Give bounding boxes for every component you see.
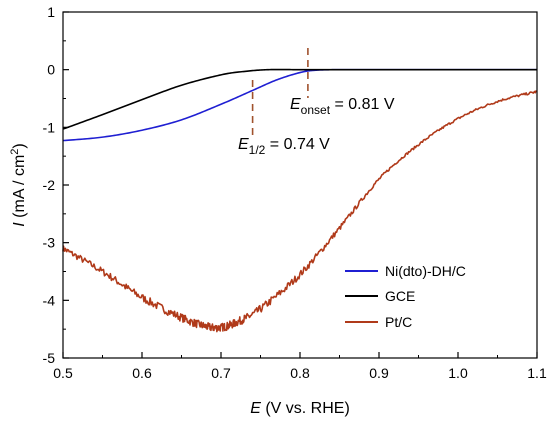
- annotation-e-half: E1/2 = 0.74 V: [238, 136, 330, 157]
- series-line-pt-c: [62, 90, 538, 333]
- series-line-gce: [62, 68, 537, 130]
- y-tick-label: -5: [43, 350, 56, 366]
- y-tick-label: -4: [43, 292, 56, 308]
- x-axis-unit: (V vs. RHE): [261, 400, 350, 417]
- x-tick-label: 1.0: [448, 365, 468, 381]
- x-axis-title: E (V vs. RHE): [250, 400, 350, 417]
- x-tick-label: 0.7: [211, 365, 231, 381]
- x-tick-label: 0.6: [132, 365, 152, 381]
- annotation-e-onset-value: = 0.81 V: [330, 96, 395, 113]
- y-tick-label: -2: [43, 177, 56, 193]
- plot-frame: [62, 11, 538, 359]
- annotation-e-half-sub: 1/2: [249, 143, 266, 157]
- tick-layer: 0.5 0.6 0.7 0.8 0.9 1.0 1.1 1 0 -1 -2 -3 -4 -5: [43, 4, 547, 381]
- annotation-e-half-symbol: E: [238, 136, 249, 153]
- legend-label-ni-dto: Ni(dto)-DH/C: [385, 263, 466, 279]
- y-axis-unit: (mA / cm: [11, 155, 28, 223]
- legend: Ni(dto)-DH/C GCE Pt/C: [345, 263, 466, 330]
- annotation-e-onset-symbol: E: [290, 96, 301, 113]
- y-axis-symbol: I: [11, 222, 28, 227]
- x-tick-label: 1.1: [527, 365, 547, 381]
- annotation-e-onset-sub: onset: [301, 103, 331, 117]
- series-layer: [62, 68, 538, 333]
- legend-label-pt-c: Pt/C: [385, 314, 412, 330]
- y-tick-label: 0: [47, 62, 55, 78]
- marker-layer: [251, 48, 309, 135]
- x-tick-label: 0.5: [53, 365, 73, 381]
- y-tick-label: -1: [43, 119, 56, 135]
- y-axis-title: I (mA / cm2): [9, 143, 28, 226]
- x-tick-label: 0.8: [290, 365, 310, 381]
- y-axis-unit-sup: 2: [9, 149, 21, 155]
- y-tick-label: -3: [43, 235, 56, 251]
- x-tick-label: 0.9: [369, 365, 389, 381]
- x-axis-symbol: E: [250, 400, 261, 417]
- legend-label-gce: GCE: [385, 288, 415, 304]
- y-tick-label: 1: [47, 4, 55, 20]
- annotation-e-onset: Eonset = 0.81 V: [290, 96, 395, 117]
- annotation-e-half-value: = 0.74 V: [265, 136, 330, 153]
- y-axis-unit-close: ): [11, 143, 28, 148]
